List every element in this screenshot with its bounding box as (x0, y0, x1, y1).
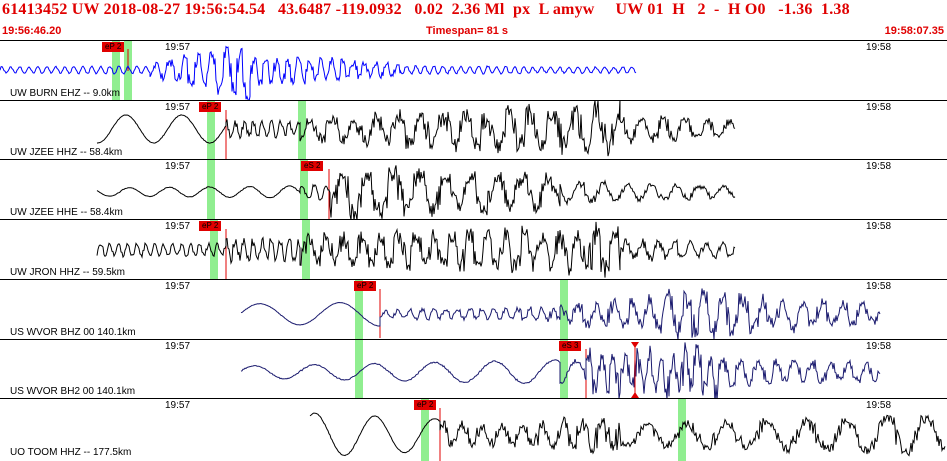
amplitude-marker-bottom (631, 392, 639, 398)
pick-window-marker (560, 340, 568, 399)
pick-window-marker (207, 160, 215, 220)
seismogram-panels[interactable]: 19:57 19:58 eP 2 UW BURN EHZ -- 9.0km 19… (0, 40, 947, 461)
waveform-svg (96, 160, 736, 220)
phase-pick-label[interactable]: eS 2 (301, 161, 324, 171)
waveform-svg (309, 399, 946, 461)
trace-panel[interactable]: 19:57 19:58 eP 2 UW JZEE HHZ -- 58.4km (0, 100, 947, 160)
channel-label: UW BURN EHZ -- 9.0km (10, 88, 120, 99)
waveform-trace (240, 342, 881, 399)
pick-window-marker (355, 340, 363, 399)
trace-panel[interactable]: 19:57 19:58 eP 2 UW JRON HHZ -- 59.5km (0, 219, 947, 280)
phase-pick-label[interactable]: eP 2 (414, 400, 437, 410)
waveform-trace (240, 288, 881, 340)
waveform-trace (309, 412, 946, 457)
channel-label: US WVOR BH2 00 140.1km (10, 386, 136, 397)
time-tick-right: 19:58 (866, 281, 892, 292)
pick-window-marker (298, 101, 306, 160)
window-end-time: 19:58:07.35 (884, 25, 944, 37)
time-tick-right: 19:58 (866, 102, 892, 113)
time-tick-right: 19:58 (866, 400, 892, 411)
waveform-svg (96, 220, 736, 280)
time-tick-left: 19:57 (165, 341, 191, 352)
channel-label: UW JZEE HHZ -- 58.4km (10, 147, 123, 158)
event-summary: 61413452 UW 2018-08-27 19:56:54.54 43.64… (2, 1, 850, 18)
time-tick-left: 19:57 (165, 400, 191, 411)
waveform-trace (96, 101, 736, 157)
trace-panel[interactable]: 19:57 19:58 eP 2 UO TOOM HHZ -- 177.5km (0, 398, 947, 461)
amplitude-marker-top (631, 342, 639, 348)
time-tick-right: 19:58 (866, 341, 892, 352)
phase-pick-label[interactable]: eP 2 (102, 42, 125, 52)
waveform-trace (96, 221, 736, 278)
pick-window-marker (207, 101, 215, 160)
time-tick-left: 19:57 (165, 102, 191, 113)
channel-label: UW JRON HHZ -- 59.5km (10, 267, 125, 278)
time-tick-right: 19:58 (866, 42, 892, 53)
pick-window-marker (210, 220, 218, 280)
event-header: 61413452 UW 2018-08-27 19:56:54.54 43.64… (0, 0, 947, 22)
channel-label: UO TOOM HHZ -- 177.5km (10, 447, 132, 458)
timespan-label: Timespan= 81 s (426, 25, 509, 37)
channel-label: US WVOR BHZ 00 140.1km (10, 327, 136, 338)
trace-panel[interactable]: 19:57 19:58 eS 3 US WVOR BH2 00 140.1km (0, 339, 947, 399)
time-tick-right: 19:58 (866, 221, 892, 232)
waveform-svg (96, 101, 736, 160)
phase-pick-label[interactable]: eP 2 (199, 221, 222, 231)
phase-pick-label[interactable]: eS 3 (559, 341, 582, 351)
waveform-svg (0, 41, 637, 101)
pick-window-marker (421, 399, 429, 461)
time-tick-left: 19:57 (165, 161, 191, 172)
time-tick-left: 19:57 (165, 221, 191, 232)
time-tick-left: 19:57 (165, 42, 191, 53)
phase-pick-label[interactable]: eP 2 (354, 281, 377, 291)
trace-panel[interactable]: 19:57 19:58 eS 2 UW JZEE HHE -- 58.4km (0, 159, 947, 220)
trace-panel[interactable]: 19:57 19:58 eP 2 US WVOR BHZ 00 140.1km (0, 279, 947, 340)
window-start-time: 19:56:46.20 (2, 25, 62, 37)
phase-pick-label[interactable]: eP 2 (199, 102, 222, 112)
pick-window-marker (355, 280, 363, 340)
time-tick-left: 19:57 (165, 281, 191, 292)
time-tick-right: 19:58 (866, 161, 892, 172)
pick-window-marker (560, 280, 568, 340)
waveform-svg (240, 280, 881, 340)
trace-panel[interactable]: 19:57 19:58 eP 2 UW BURN EHZ -- 9.0km (0, 40, 947, 101)
waveform-trace (0, 45, 637, 101)
channel-label: UW JZEE HHE -- 58.4km (10, 207, 123, 218)
waveform-trace (96, 165, 736, 220)
waveform-svg (240, 340, 881, 399)
